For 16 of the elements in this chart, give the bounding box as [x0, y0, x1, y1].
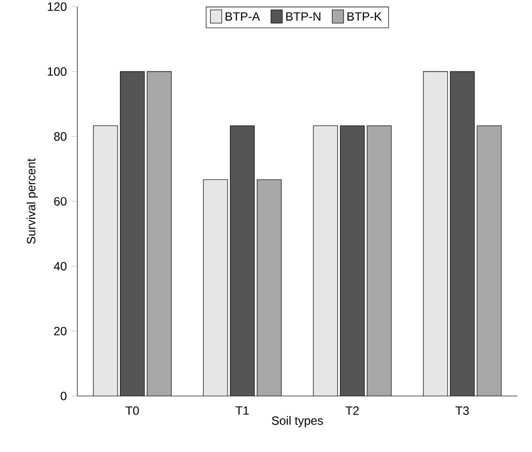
y-tick-label: 100	[48, 67, 66, 76]
y-tick-label: 20	[54, 326, 66, 336]
x-axis-title: Soil types	[272, 416, 323, 428]
y-tick-label: 60	[54, 197, 66, 206]
y-tick-label: 0	[60, 392, 66, 400]
x-tick-label: T1	[236, 406, 249, 415]
legend-label: BTP-K	[348, 12, 382, 21]
x-tick-label: T3	[456, 406, 469, 415]
y-axis-title: Survival percent	[26, 158, 38, 244]
x-tick-label: T2	[346, 406, 359, 415]
legend-label: BTP-N	[286, 12, 320, 21]
legend-label: BTP-A	[226, 12, 260, 21]
y-tick-label: 40	[54, 262, 66, 270]
y-tick-label: 80	[54, 132, 66, 141]
x-tick-label: T0	[126, 406, 139, 415]
y-tick-label: 120	[48, 2, 66, 11]
